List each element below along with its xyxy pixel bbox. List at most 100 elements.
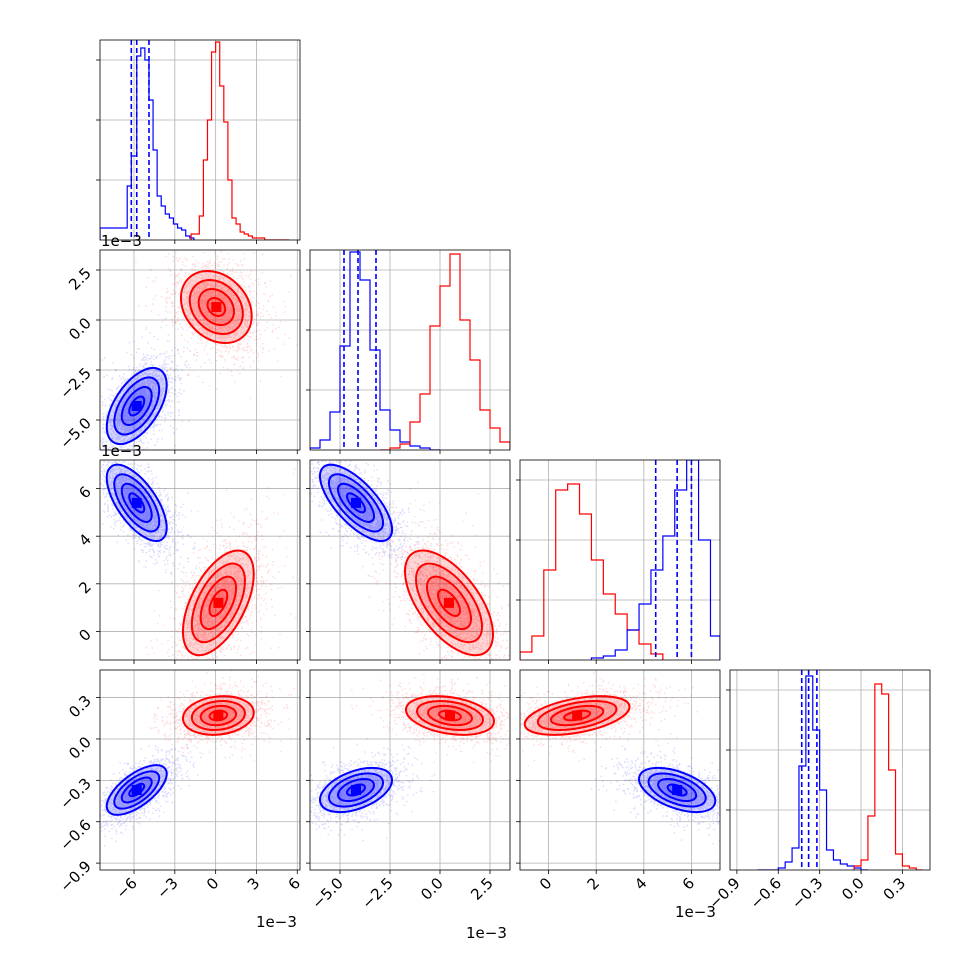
panel-plot-area-p30 bbox=[100, 670, 300, 870]
density-peak-blue-p32 bbox=[672, 785, 683, 795]
panel-p32: 0 2 4 6 bbox=[516, 669, 721, 894]
panel-frame-p33 bbox=[729, 669, 931, 871]
scatter-points-blue-p31 bbox=[310, 730, 462, 842]
contour-blue-p20-1 bbox=[120, 482, 153, 523]
scatter-cloud-blue-p30 bbox=[100, 716, 227, 847]
panel-p30: −0.9−0.6 −0.3 0.0 0.3 −6 −3 0 3 6 bbox=[56, 669, 304, 902]
density-peak-red-p32 bbox=[572, 710, 583, 721]
contour-red-p21-0 bbox=[437, 588, 462, 617]
x-tick-label-p32-1: 2 bbox=[584, 874, 603, 893]
panel-frame-p00 bbox=[99, 39, 301, 241]
y-tick-label-p10-3: 2.5 bbox=[65, 264, 95, 294]
x-tick-label-p30-0: −6 bbox=[112, 874, 140, 902]
contour-blue-p10-1 bbox=[120, 385, 153, 426]
contour-red-p30-2 bbox=[190, 700, 246, 731]
x-tick-label-p31-0: −5.0 bbox=[308, 874, 346, 912]
contour-red-p32-3 bbox=[523, 695, 631, 736]
histogram-blue-p11 bbox=[310, 251, 440, 450]
y-tick-label-p30-1: −0.6 bbox=[56, 816, 94, 854]
contour-blue-p32-2 bbox=[647, 772, 707, 808]
panel-frame-p10 bbox=[99, 249, 301, 451]
panel-plot-area-p10 bbox=[100, 250, 300, 450]
panel-frame-p31 bbox=[309, 669, 511, 871]
panel-frame-p32 bbox=[519, 669, 721, 871]
scatter-cloud-red-p21 bbox=[348, 476, 510, 660]
contour-blue-p31-1 bbox=[336, 777, 375, 803]
contour-red-p20-1 bbox=[199, 575, 238, 631]
histogram-blue-p00 bbox=[100, 47, 195, 240]
contour-red-p20-3 bbox=[181, 549, 255, 657]
contour-red-p31-3 bbox=[405, 695, 496, 736]
panel-p20: 0 2 4 6 bbox=[75, 459, 301, 664]
histogram-blue-p22 bbox=[590, 460, 720, 660]
panel-plot-area-p20 bbox=[100, 460, 300, 660]
y-tick-label-p10-0: −5.0 bbox=[56, 414, 94, 452]
density-peak-blue-p21 bbox=[351, 497, 361, 508]
contour-blue-p20-3 bbox=[105, 463, 168, 542]
scatter-cloud-red-p20 bbox=[145, 468, 300, 660]
density-peak-red-p10 bbox=[211, 302, 222, 312]
contour-red-p10-1 bbox=[197, 287, 236, 326]
contour-red-p10-3 bbox=[179, 269, 253, 344]
density-peak-red-p20 bbox=[213, 597, 224, 608]
corner-panels: −0.9 −0.6 −0.3 0.0 0.3−5.0−2.50.02.50246−0.9… bbox=[56, 39, 931, 913]
scatter-points-blue-p21 bbox=[310, 460, 452, 600]
x-tick-label-p31-2: 0.0 bbox=[417, 874, 447, 904]
contour-blue-p21-2 bbox=[328, 473, 385, 533]
scatter-points-blue-p30 bbox=[100, 716, 227, 847]
panel-plot-area-p32 bbox=[520, 670, 720, 870]
panel-p22 bbox=[516, 459, 721, 664]
panel-p31: −5.0 −2.5 0.0 2.5 bbox=[306, 669, 511, 913]
contour-blue-p30-1 bbox=[120, 776, 153, 804]
density-peak-blue-p31 bbox=[351, 785, 361, 795]
x-tick-label-p33-1: −0.6 bbox=[747, 874, 785, 912]
panel-frame-p30 bbox=[99, 669, 301, 871]
panel-plot-area-p11 bbox=[310, 250, 510, 450]
x-tick-label-p32-2: 4 bbox=[631, 874, 650, 893]
contour-red-p32-1 bbox=[549, 704, 605, 727]
contour-blue-p32-3 bbox=[638, 766, 717, 814]
contour-blue-p10-2 bbox=[113, 376, 161, 436]
panel-p33: −0.9 −0.6 −0.3 0.0 0.3 bbox=[705, 669, 931, 913]
density-peak-red-p30 bbox=[213, 710, 224, 721]
density-peak-red-p31 bbox=[445, 710, 455, 721]
density-peak-blue-p10 bbox=[131, 401, 142, 411]
contour-red-p21-3 bbox=[404, 549, 495, 657]
x-tick-label-p32-0: 0 bbox=[536, 874, 555, 893]
contour-red-p20-0 bbox=[208, 588, 229, 617]
contour-blue-p30-3 bbox=[105, 764, 168, 816]
panel-plot-area-p31 bbox=[310, 670, 510, 870]
panel-frame-p22 bbox=[519, 459, 721, 661]
x-tick-label-p30-3: 3 bbox=[244, 874, 263, 893]
scatter-points-red-p21 bbox=[348, 476, 510, 660]
y-tick-label-p20-3: 6 bbox=[75, 483, 94, 502]
contour-red-p21-1 bbox=[426, 575, 473, 631]
panel-p10: −5.0 −2.5 0.0 2.5 bbox=[56, 249, 301, 454]
histogram-blue-p33 bbox=[757, 675, 868, 870]
y-tick-label-p20-2: 4 bbox=[75, 530, 94, 549]
contour-blue-p20-2 bbox=[113, 473, 161, 533]
y-tick-label-p30-4: 0.3 bbox=[65, 692, 95, 722]
histogram-red-p22 bbox=[520, 483, 664, 660]
density-peak-blue-p30 bbox=[131, 785, 142, 795]
contour-red-p30-1 bbox=[199, 704, 238, 727]
x-tick-label-p30-1: −3 bbox=[153, 874, 181, 902]
contour-red-p30-3 bbox=[181, 695, 255, 736]
y-tick-label-p20-1: 2 bbox=[75, 578, 94, 597]
contour-red-p32-2 bbox=[536, 700, 618, 731]
panel-p21 bbox=[306, 459, 511, 664]
x-tick-label-p30-4: 6 bbox=[285, 874, 304, 893]
contour-red-p10-2 bbox=[188, 279, 244, 336]
panel-frame-p11 bbox=[309, 249, 511, 451]
panel-plot-area-p33 bbox=[730, 670, 930, 870]
contour-red-p10-0 bbox=[206, 296, 227, 317]
offset-label-x-col0: 1e−3 bbox=[256, 913, 297, 931]
offset-label-y-p10: 1e−3 bbox=[101, 442, 142, 460]
scatter-points-red-p20 bbox=[145, 468, 300, 660]
histogram-red-p00 bbox=[190, 41, 290, 240]
contour-red-p31-2 bbox=[416, 700, 485, 731]
panel-plot-area-p22 bbox=[520, 460, 720, 660]
contour-red-p21-2 bbox=[415, 562, 484, 644]
scatter-cloud-blue-p31 bbox=[310, 730, 462, 842]
panel-p11 bbox=[306, 249, 511, 454]
